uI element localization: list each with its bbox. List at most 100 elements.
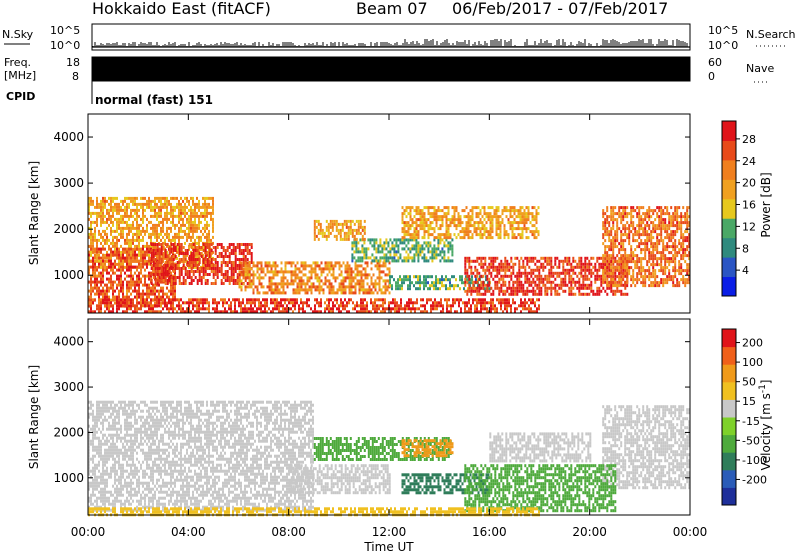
data-cell [336, 301, 338, 305]
data-cell [318, 276, 321, 280]
data-cell [375, 241, 378, 245]
data-cell [498, 262, 501, 266]
data-cell [104, 199, 106, 203]
data-cell [383, 241, 386, 245]
data-cell [439, 241, 442, 245]
data-cell [184, 310, 186, 314]
data-cell [375, 259, 378, 263]
data-cell [512, 283, 515, 287]
data-cell [158, 220, 160, 224]
data-cell [180, 214, 182, 218]
data-cell [168, 252, 171, 255]
data-cell [435, 221, 438, 225]
data-cell [380, 298, 382, 302]
data-cell [104, 292, 106, 296]
data-cell [474, 289, 477, 293]
data-cell [325, 225, 328, 229]
data-cell [210, 270, 213, 273]
data-cell [476, 304, 478, 308]
data-cell [485, 212, 488, 216]
data-cell [232, 276, 235, 279]
data-cell [190, 282, 193, 285]
data-cell [343, 219, 346, 223]
data-cell [116, 217, 118, 221]
data-cell [538, 265, 541, 269]
data-cell [212, 220, 214, 224]
data-cell [417, 218, 420, 222]
data-cell [468, 301, 470, 305]
data-cell [407, 278, 409, 282]
data-cell [409, 212, 412, 216]
data-cell [198, 301, 200, 305]
data-cell [144, 253, 146, 257]
data-cell [440, 298, 442, 302]
data-cell [300, 285, 303, 289]
data-cell [204, 301, 206, 305]
data-cell [174, 271, 176, 275]
data-cell [196, 310, 198, 314]
data-cell [202, 214, 204, 218]
data-cell [438, 304, 440, 308]
data-cell [116, 220, 118, 224]
data-cell [379, 241, 382, 245]
data-cell [522, 283, 525, 287]
data-cell [455, 224, 458, 228]
data-cell [344, 267, 347, 271]
data-cell [340, 304, 342, 308]
data-cell [470, 271, 473, 275]
data-cell [118, 283, 120, 287]
data-cell [284, 261, 287, 265]
data-cell [480, 298, 482, 302]
data-cell [134, 244, 136, 248]
data-cell [92, 202, 94, 206]
data-cell [168, 217, 170, 221]
data-cell [387, 244, 390, 248]
data-cell [282, 285, 285, 289]
data-cell [232, 310, 234, 314]
data-cell [208, 301, 210, 305]
data-cell [96, 283, 98, 287]
data-cell [198, 214, 200, 218]
data-cell [482, 256, 485, 260]
data-cell [489, 215, 492, 219]
data-cell [108, 307, 110, 311]
data-cell [437, 236, 440, 240]
data-cell [339, 237, 342, 241]
data-cell [262, 267, 265, 271]
data-cell [327, 228, 330, 232]
data-cell [451, 218, 454, 222]
data-cell [340, 291, 343, 295]
data-cell [236, 264, 239, 267]
data-cell [447, 244, 450, 248]
data-cell [262, 291, 265, 295]
data-cell [120, 268, 122, 272]
data-cell [512, 301, 514, 305]
data-cell [102, 301, 104, 305]
data-cell [518, 289, 521, 293]
data-cell [178, 279, 181, 282]
data-cell [268, 261, 271, 265]
data-cell [280, 261, 283, 265]
data-cell [122, 214, 124, 218]
data-cell [150, 255, 153, 258]
data-cell [206, 258, 209, 261]
data-cell [186, 238, 188, 242]
data-cell [357, 222, 360, 226]
data-cell [399, 275, 401, 279]
data-cell [236, 276, 239, 279]
data-cell [232, 249, 235, 252]
data-cell [474, 286, 477, 290]
data-cell [132, 304, 134, 308]
data-cell [208, 202, 210, 206]
data-cell [360, 307, 362, 311]
data-cell [206, 238, 208, 242]
data-cell [393, 247, 396, 251]
data-cell [401, 247, 404, 251]
data-cell [172, 259, 174, 263]
data-cell [478, 277, 481, 281]
data-cell [230, 243, 233, 246]
data-cell [176, 205, 178, 209]
data-cell [474, 274, 477, 278]
data-cell [90, 196, 92, 200]
data-cell [442, 310, 444, 314]
